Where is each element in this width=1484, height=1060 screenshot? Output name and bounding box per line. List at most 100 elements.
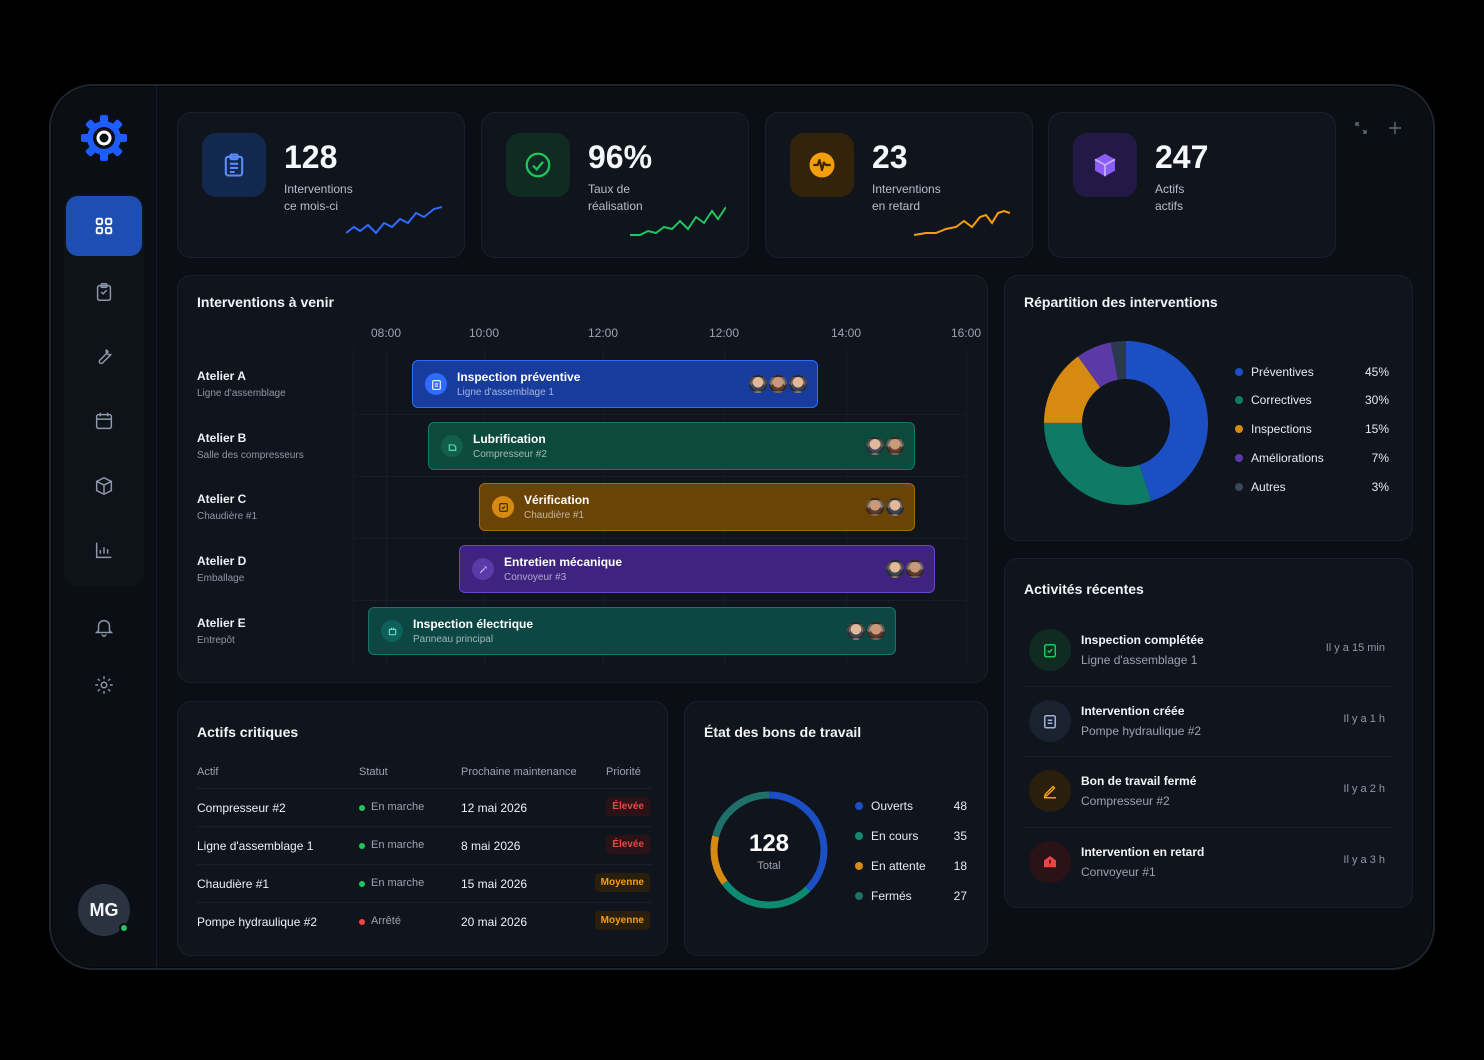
clipboard-icon — [1029, 700, 1071, 742]
schedule-bar[interactable]: Inspection préventive Ligne d'assemblage… — [412, 360, 818, 408]
kpi-card-assets[interactable]: 247 Actifs actifs — [1048, 112, 1336, 258]
notifications-button[interactable] — [66, 602, 142, 652]
schedule-bar[interactable]: Entretien mécanique Convoyeur #3 — [459, 545, 935, 593]
kpi-value: 247 — [1155, 139, 1209, 175]
kpi-card-completion[interactable]: 96% Taux de réalisation — [481, 112, 749, 258]
legend-count: 27 — [953, 889, 967, 903]
critical-assets-card: Actifs critiques Actif Statut Prochaine … — [177, 701, 668, 956]
nav-reports[interactable] — [66, 520, 142, 580]
table-row[interactable]: Ligne d'assemblage 1 En marche 8 mai 202… — [197, 826, 652, 864]
upcoming-interventions-card: Interventions à venir 08:00 10:00 12:00 … — [177, 275, 988, 683]
schedule-bar[interactable]: Inspection électrique Panneau principal — [368, 607, 896, 655]
legend-dot — [1235, 425, 1243, 433]
add-icon[interactable] — [1387, 120, 1403, 136]
schedule-bar[interactable]: Lubrification Compresseur #2 — [428, 422, 915, 470]
activity-item[interactable]: Intervention créée Pompe hydraulique #2 … — [1025, 686, 1391, 756]
grid-line — [386, 348, 387, 666]
column-header[interactable]: Statut — [359, 766, 388, 778]
legend-percent: 30% — [1364, 393, 1389, 407]
priority-badge: Élevée — [606, 835, 650, 854]
schedule-bar[interactable]: Vérification Chaudière #1 — [479, 483, 915, 531]
donut-slice — [1044, 341, 1208, 505]
nav-dashboard[interactable] — [66, 196, 142, 256]
task-subtitle: Ligne d'assemblage 1 — [457, 387, 554, 398]
activity-item[interactable]: Bon de travail fermé Compresseur #2 Il y… — [1025, 756, 1391, 826]
nav-work-orders[interactable] — [66, 262, 142, 322]
asset-name: Pompe hydraulique #2 — [197, 915, 318, 929]
legend-label: Préventives — [1251, 365, 1314, 379]
nav-assets[interactable] — [66, 456, 142, 516]
assignee-avatar — [866, 498, 884, 516]
kpi-value: 96% — [588, 139, 653, 175]
activity-title: Intervention en retard — [1081, 845, 1205, 859]
time-label: 16:00 — [950, 326, 982, 340]
nav-maintenance[interactable] — [66, 326, 142, 386]
assignee-avatar — [749, 375, 767, 393]
priority-badge: Élevée — [606, 797, 650, 816]
row-divider — [353, 476, 967, 477]
donut-slice — [1044, 341, 1208, 505]
table-row[interactable]: Pompe hydraulique #2 Arrêté 20 mai 2026 … — [197, 902, 652, 940]
time-label: 12:00 — [708, 326, 740, 340]
legend-label: Correctives — [1251, 393, 1312, 407]
activity-time: Il y a 3 h — [1343, 854, 1385, 866]
task-subtitle: Compresseur #2 — [473, 449, 547, 460]
asset-name: Ligne d'assemblage 1 — [197, 839, 314, 853]
activity-item[interactable]: Intervention en retard Convoyeur #1 Il y… — [1025, 827, 1391, 897]
column-header[interactable]: Actif — [197, 766, 219, 778]
kpi-card-late[interactable]: 23 Interventions en retard — [765, 112, 1033, 258]
task-title: Inspection électrique — [413, 617, 534, 631]
grid-icon — [95, 217, 113, 235]
assignees — [884, 560, 924, 578]
legend-label: Ouverts — [871, 799, 914, 813]
refresh-icon[interactable] — [1353, 120, 1369, 136]
legend-percent: 3% — [1371, 480, 1389, 494]
table-row[interactable]: Compresseur #2 En marche 12 mai 2026 Éle… — [197, 788, 652, 826]
row-divider — [353, 414, 967, 415]
activity-item[interactable]: Inspection complétée Ligne d'assemblage … — [1025, 615, 1391, 685]
legend-dot — [855, 832, 863, 840]
assignee-avatar — [769, 375, 787, 393]
legend-item: Correctives 30% — [1235, 392, 1389, 410]
assignee-avatar — [847, 622, 865, 640]
work-orders-card: État des bons de travail 128 Total Ouver… — [684, 701, 988, 956]
assignee-avatar — [866, 437, 884, 455]
grid-line — [353, 348, 354, 666]
legend-item: Préventives 45% — [1235, 364, 1389, 382]
row-subtitle: Chaudière #1 — [197, 511, 258, 522]
column-header[interactable]: Priorité — [606, 766, 641, 778]
task-subtitle: Panneau principal — [413, 634, 494, 645]
user-avatar[interactable]: MG — [78, 884, 130, 936]
legend-count: 35 — [953, 829, 967, 843]
recent-activities-card: Activités récentes Inspection complétée … — [1004, 558, 1413, 908]
activity-subtitle: Pompe hydraulique #2 — [1081, 724, 1202, 738]
activity-subtitle: Convoyeur #1 — [1081, 865, 1156, 879]
column-header[interactable]: Prochaine maintenance — [461, 766, 577, 778]
asset-status: Arrêté — [359, 915, 401, 927]
status-dot — [359, 805, 365, 811]
legend-item: Fermés 27 — [855, 888, 967, 906]
settings-button[interactable] — [66, 660, 142, 710]
asset-name: Compresseur #2 — [197, 801, 286, 815]
pencil-icon — [1029, 770, 1071, 812]
legend-percent: 45% — [1364, 365, 1389, 379]
legend-dot — [855, 802, 863, 810]
legend-dot — [1235, 454, 1243, 462]
legend-label: Autres — [1251, 480, 1286, 494]
box-icon — [95, 477, 113, 495]
task-title: Entretien mécanique — [504, 555, 623, 569]
kpi-card-interventions[interactable]: 128 Interventions ce mois-ci — [177, 112, 465, 258]
legend-percent: 7% — [1371, 451, 1389, 465]
user-initials: MG — [89, 899, 119, 920]
status-dot — [359, 881, 365, 887]
distribution-card: Répartition des interventions Préventive… — [1004, 275, 1413, 541]
divider — [1025, 827, 1391, 828]
legend-label: Améliorations — [1251, 451, 1324, 465]
assignee-avatar — [867, 622, 885, 640]
status-dot — [359, 843, 365, 849]
nav-calendar[interactable] — [66, 391, 142, 451]
status-dot — [359, 919, 365, 925]
table-row[interactable]: Chaudière #1 En marche 15 mai 2026 Moyen… — [197, 864, 652, 902]
card-title: Répartition des interventions — [1024, 294, 1218, 310]
legend-dot — [1235, 368, 1243, 376]
